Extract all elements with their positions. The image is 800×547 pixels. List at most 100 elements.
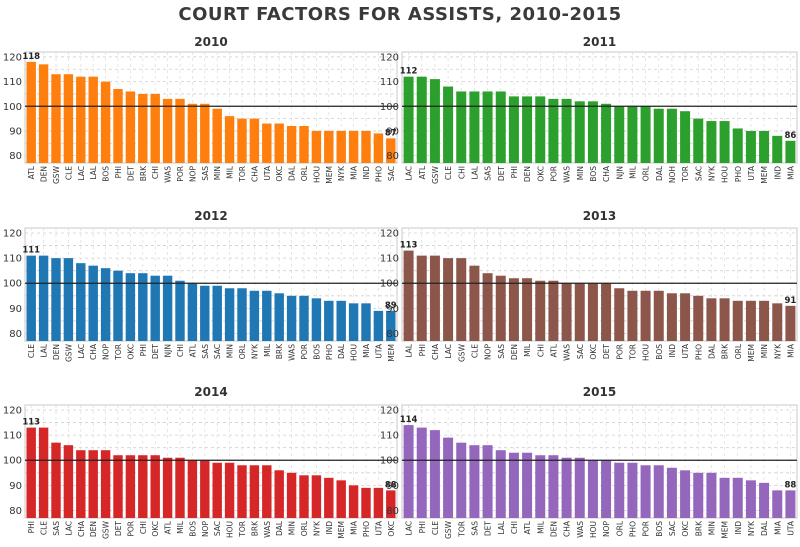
x-tick-label: DET xyxy=(484,521,493,537)
x-tick-label: UTA xyxy=(374,520,383,535)
bar-cha xyxy=(88,265,98,341)
x-tick-label: ORL xyxy=(642,165,651,181)
x-tick-label: BRK xyxy=(139,165,148,181)
x-tick-label: TOR xyxy=(238,166,247,183)
bar-nop xyxy=(200,460,210,518)
x-tick-label: SAC xyxy=(576,344,585,359)
x-tick-label: PHI xyxy=(510,166,519,178)
bar-lal xyxy=(403,250,414,341)
panel-title: 2013 xyxy=(583,209,616,223)
bar-mil xyxy=(224,116,235,163)
bar-pho xyxy=(361,487,371,518)
bar-orl xyxy=(640,106,651,163)
x-tick-label: TOR xyxy=(681,166,690,183)
x-tick-label: CHA xyxy=(89,343,98,360)
bar-ind xyxy=(732,477,743,518)
data-label: 89 xyxy=(385,301,397,311)
x-tick-label: CLE xyxy=(40,521,49,535)
y-tick-label: 100 xyxy=(3,279,22,290)
x-tick-label: GSW xyxy=(52,165,61,184)
x-tick-label: UTA xyxy=(747,165,756,180)
x-tick-label: ORL xyxy=(300,520,309,536)
bar-min xyxy=(759,300,770,341)
x-tick-label: IND xyxy=(773,166,782,180)
bar-mia xyxy=(348,485,359,518)
x-tick-label: BOS xyxy=(188,521,197,537)
x-tick-label: PHO xyxy=(374,166,383,182)
x-tick-label: CHA xyxy=(250,165,259,182)
x-tick-label: GSW xyxy=(102,520,111,539)
x-tick-label: LAL xyxy=(89,165,98,179)
bar-sac xyxy=(212,462,222,518)
x-tick-label: NYK xyxy=(337,165,346,181)
x-tick-label: POR xyxy=(615,344,624,360)
bar-orl xyxy=(614,462,625,518)
x-tick-label: CHI xyxy=(510,521,519,534)
data-label: 113 xyxy=(22,418,40,428)
x-tick-label: CLE xyxy=(27,344,36,358)
x-tick-label: CHA xyxy=(431,343,440,360)
x-tick-label: MIN xyxy=(576,166,585,180)
x-tick-label: MIL xyxy=(628,165,637,179)
bar-nyk xyxy=(745,480,756,518)
bar-por xyxy=(640,465,651,518)
x-tick-label: BOS xyxy=(312,344,321,360)
bar-dal xyxy=(286,126,297,163)
bar-okc xyxy=(125,273,136,341)
x-tick-label: ATL xyxy=(27,165,36,179)
bar-ind xyxy=(772,135,783,163)
data-label: 114 xyxy=(400,415,418,425)
x-tick-label: LAL xyxy=(497,520,506,534)
bar-phi xyxy=(26,427,36,518)
bar-chi xyxy=(175,280,185,341)
x-tick-label: MIA xyxy=(786,165,795,180)
bar-atl xyxy=(26,61,36,163)
x-tick-label: CHA xyxy=(563,520,572,537)
x-tick-label: PHO xyxy=(628,521,637,537)
x-tick-label: CHA xyxy=(602,165,611,182)
x-tick-label: PHI xyxy=(418,344,427,356)
bar-sas xyxy=(495,275,506,341)
x-tick-label: IND xyxy=(362,166,371,180)
x-tick-label: MIL xyxy=(176,520,185,534)
x-tick-label: TOR xyxy=(457,521,466,538)
bar-den xyxy=(88,450,98,518)
bar-okc xyxy=(535,96,546,163)
x-tick-label: CHI xyxy=(176,344,185,357)
bar-sac xyxy=(693,118,704,163)
bar-orl xyxy=(299,126,309,163)
x-tick-label: BRK xyxy=(275,343,284,359)
x-tick-label: DET xyxy=(151,344,160,360)
bar-lal xyxy=(469,91,480,163)
x-tick-label: DAL xyxy=(275,520,284,536)
x-tick-label: MIA xyxy=(773,520,782,535)
bar-mem xyxy=(336,480,346,518)
x-tick-label: OKC xyxy=(536,166,545,182)
x-tick-label: CHI xyxy=(151,166,160,179)
bar-nop xyxy=(100,268,111,341)
bar-sac xyxy=(212,285,222,341)
bar-atl xyxy=(187,283,198,341)
x-tick-label: MIN xyxy=(288,521,297,535)
data-label: 111 xyxy=(22,246,40,256)
panel-frame xyxy=(24,51,398,164)
x-tick-label: GSW xyxy=(431,165,440,184)
bar-mem xyxy=(759,130,770,163)
x-tick-label: DAL xyxy=(655,165,664,181)
x-tick-label: NJN xyxy=(164,344,173,357)
x-tick-label: NYK xyxy=(747,520,756,536)
bar-mil xyxy=(627,106,638,163)
x-tick-label: CLE xyxy=(431,521,440,535)
x-tick-label: CHI xyxy=(139,521,148,534)
bar-bos xyxy=(187,460,198,518)
bar-brk xyxy=(274,293,284,341)
bar-pho xyxy=(693,295,704,341)
x-tick-label: MIN xyxy=(226,344,235,358)
x-tick-label: UTA xyxy=(263,165,272,180)
bar-chi xyxy=(150,93,160,163)
data-label: 88 xyxy=(784,480,796,490)
bar-tor xyxy=(627,290,638,341)
